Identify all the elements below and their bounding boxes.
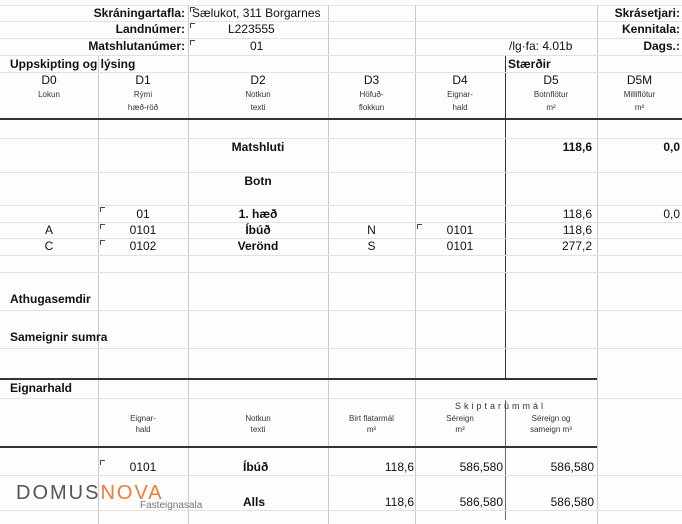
column-header-d2-sub2: texti bbox=[250, 103, 266, 112]
col-notkun-header-2: texti bbox=[250, 425, 266, 434]
logo-subtitle: Fasteignasala bbox=[140, 500, 203, 511]
label-skraningartafla: Skráningartafla: bbox=[93, 6, 185, 20]
row-matshluti-d5m: 0,0 bbox=[663, 140, 680, 154]
eign-row-birt: 118,6 bbox=[384, 460, 414, 474]
row-c-d2: Verönd bbox=[237, 239, 279, 253]
skiptarummal-label: Skiptarúmmál bbox=[455, 401, 547, 411]
column-header-d1-sub2: hæð-röð bbox=[127, 103, 159, 112]
label-landnumer: Landnúmer: bbox=[115, 22, 185, 36]
section-uppskipting: Uppskipting og lýsing bbox=[10, 57, 136, 71]
column-header-d2-code: D2 bbox=[250, 73, 266, 87]
row-matshluti-label: Matshluti bbox=[231, 140, 285, 154]
col-birt-header-2: m² bbox=[366, 425, 377, 434]
value-skraningartafla: Sælukot, 311 Borgarnes bbox=[192, 6, 321, 20]
row-a-d4: 0101 bbox=[446, 223, 474, 237]
column-header-d4-code: D4 bbox=[452, 73, 468, 87]
row-a-d0: A bbox=[44, 223, 53, 237]
section-sameignir: Sameignir sumra bbox=[10, 330, 108, 344]
eign-row-eignarhald: 0101 bbox=[129, 460, 157, 474]
row-haed-d5: 118,6 bbox=[562, 207, 592, 221]
eign-row-sameign: 586,580 bbox=[550, 460, 594, 474]
row-a-d3: N bbox=[367, 223, 376, 237]
column-header-d5m-code: D5M bbox=[626, 73, 653, 87]
column-header-d5-code: D5 bbox=[543, 73, 559, 87]
column-header-d5m-sub1: Milliflötur bbox=[623, 90, 656, 99]
row-c-d0: C bbox=[44, 239, 54, 253]
column-header-d2-sub1: Notkun bbox=[245, 90, 271, 99]
row-a-d1: 0101 bbox=[129, 223, 157, 237]
domusnova-logo: DOMUSNOVA bbox=[16, 482, 164, 504]
col-sameign-header: Séreign og bbox=[531, 414, 571, 423]
row-matshluti-d5: 118,6 bbox=[562, 140, 592, 154]
eign-total-sereign: 586,580 bbox=[459, 495, 503, 509]
column-header-d5-sub2: m² bbox=[546, 103, 556, 112]
label-kennitala: Kennitala: bbox=[621, 22, 680, 36]
row-c-d1: 0102 bbox=[129, 239, 157, 253]
col-sereign-header: Séreign bbox=[446, 414, 474, 423]
grid-line bbox=[505, 400, 506, 520]
column-header-d0-code: D0 bbox=[41, 73, 57, 87]
version-label: /lg·fa: 4.01b bbox=[509, 39, 573, 53]
column-header-d4-sub1: Eignar- bbox=[447, 90, 473, 99]
column-header-d4-sub2: hald bbox=[452, 103, 468, 112]
section-athugasemdir: Athugasemdir bbox=[10, 292, 91, 306]
column-header-d0-sub1: Lokun bbox=[38, 90, 60, 99]
eign-total-birt: 118,6 bbox=[384, 495, 414, 509]
label-skrasetjari: Skrásetjari: bbox=[614, 6, 680, 20]
row-haed-d5m: 0,0 bbox=[663, 207, 680, 221]
column-header-d3-sub2: flokkun bbox=[358, 103, 385, 112]
grid-line bbox=[505, 55, 506, 378]
header-divider bbox=[0, 446, 597, 448]
value-landnumer: L223555 bbox=[228, 22, 275, 36]
section-eignarhald: Eignarhald bbox=[10, 381, 73, 395]
column-header-d5m-sub2: m² bbox=[634, 103, 645, 112]
row-botn-label: Botn bbox=[244, 174, 272, 188]
column-header-d5-sub1: Botnflötur bbox=[533, 90, 569, 99]
col-eignarhald-header-2: hald bbox=[135, 425, 151, 434]
col-sameign-header-2: sameign m³ bbox=[530, 425, 572, 434]
col-eignarhald-header: Eignar- bbox=[130, 414, 156, 423]
row-haed-label: 1. hæð bbox=[238, 207, 278, 221]
column-header-d1-code: D1 bbox=[135, 73, 151, 87]
col-notkun-header: Notkun bbox=[245, 414, 271, 423]
column-header-d3-sub1: Höfuð- bbox=[359, 90, 384, 99]
grid-line bbox=[98, 55, 99, 524]
section-divider bbox=[0, 378, 597, 380]
row-c-d5: 277,2 bbox=[561, 239, 592, 253]
row-haed-d1: 01 bbox=[136, 207, 150, 221]
row-c-d3: S bbox=[367, 239, 376, 253]
row-c-d4: 0101 bbox=[446, 239, 474, 253]
row-a-d5: 118,6 bbox=[562, 223, 592, 237]
label-matshlutanumer: Matshlutanúmer: bbox=[88, 39, 185, 53]
column-header-d1-sub1: Rými bbox=[133, 90, 153, 99]
eign-row-notkun: Íbúð bbox=[243, 460, 269, 474]
col-birt-header: Birt flatarmál bbox=[349, 414, 394, 423]
row-a-d2: Íbúð bbox=[245, 223, 271, 237]
grid-line bbox=[188, 5, 189, 524]
grid-line bbox=[415, 5, 416, 524]
header-divider bbox=[0, 118, 682, 120]
section-staerdir: Stærðir bbox=[508, 57, 551, 71]
eign-total-label: Alls bbox=[243, 495, 266, 509]
col-sereign-header-2: m³ bbox=[455, 425, 465, 434]
label-dags: Dags.: bbox=[643, 39, 680, 53]
grid-line bbox=[328, 5, 329, 524]
eign-row-sereign: 586,580 bbox=[459, 460, 503, 474]
value-matshlutanumer: 01 bbox=[250, 39, 264, 53]
column-header-d3-code: D3 bbox=[363, 73, 380, 87]
eign-total-sameign: 586,580 bbox=[550, 495, 594, 509]
grid-line bbox=[597, 5, 598, 524]
